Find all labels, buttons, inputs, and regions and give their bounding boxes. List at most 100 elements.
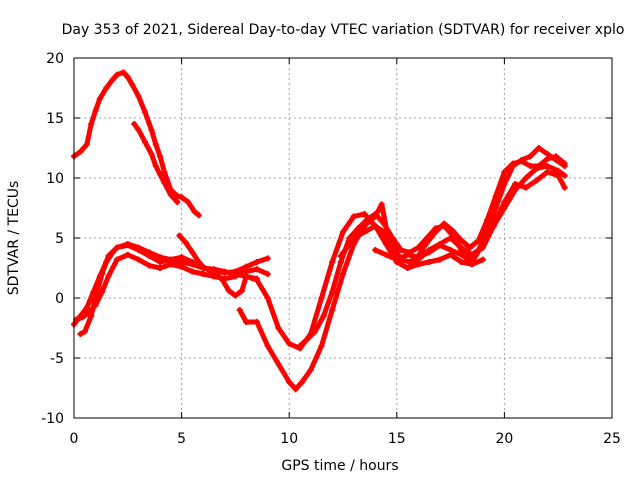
- data-point: [533, 165, 540, 172]
- data-point: [479, 241, 486, 247]
- data-point: [225, 287, 232, 294]
- x-tick-label: 10: [280, 431, 298, 447]
- data-point: [544, 169, 551, 175]
- data-point: [346, 235, 353, 241]
- data-point: [105, 273, 112, 280]
- data-point: [378, 201, 385, 208]
- data-point: [296, 343, 303, 349]
- data-point: [238, 287, 245, 294]
- y-tick-label: 15: [46, 111, 64, 127]
- data-point: [167, 256, 174, 263]
- data-point: [232, 292, 239, 299]
- data-point: [189, 249, 196, 256]
- y-tick-label: 0: [55, 291, 64, 307]
- data-point: [178, 263, 185, 270]
- data-point: [81, 328, 88, 335]
- data-point: [533, 177, 540, 184]
- data-point: [312, 328, 319, 335]
- data-point: [340, 229, 346, 235]
- data-point: [320, 313, 327, 319]
- data-point: [423, 239, 430, 246]
- data-point: [337, 253, 344, 259]
- data-point: [380, 220, 387, 227]
- data-point: [299, 379, 306, 385]
- data-point: [432, 229, 439, 235]
- data-point: [157, 265, 164, 271]
- data-point: [527, 163, 534, 169]
- data-point: [441, 220, 448, 227]
- data-point: [131, 121, 138, 127]
- data-point: [176, 232, 183, 239]
- data-point: [492, 193, 499, 199]
- data-point: [522, 175, 529, 181]
- data-point: [555, 167, 562, 174]
- data-point: [544, 155, 551, 162]
- data-point: [447, 247, 454, 253]
- data-point: [98, 289, 105, 295]
- data-point: [253, 259, 260, 265]
- data-point: [361, 211, 368, 217]
- data-point: [466, 244, 473, 251]
- data-point: [221, 268, 228, 275]
- data-point: [264, 295, 271, 301]
- data-point: [92, 107, 99, 114]
- y-tick-label: 5: [55, 231, 64, 247]
- data-point: [135, 93, 142, 100]
- data-point: [355, 225, 362, 232]
- data-point: [253, 319, 260, 325]
- data-point: [146, 262, 153, 269]
- data-point: [109, 76, 116, 83]
- data-point: [436, 256, 443, 263]
- data-point: [120, 69, 127, 76]
- data-point: [458, 237, 465, 244]
- data-point: [174, 193, 181, 199]
- data-point: [161, 179, 168, 186]
- data-point: [142, 109, 149, 115]
- data-point: [363, 217, 370, 223]
- data-point: [88, 313, 95, 319]
- data-point: [406, 259, 413, 265]
- x-tick-label: 0: [70, 431, 79, 447]
- data-point: [275, 325, 282, 331]
- data-point: [146, 253, 153, 259]
- data-point: [389, 242, 396, 249]
- data-point: [398, 247, 405, 253]
- data-point: [142, 139, 149, 145]
- data-point: [350, 213, 357, 220]
- data-point: [264, 255, 271, 262]
- data-point: [178, 254, 185, 261]
- series-arc-1: [71, 69, 202, 218]
- data-point: [243, 319, 250, 325]
- data-point: [415, 254, 422, 261]
- y-tick-label: 10: [46, 171, 64, 187]
- data-point: [484, 217, 491, 223]
- data-point: [329, 259, 336, 265]
- data-point: [303, 337, 310, 343]
- data-point: [152, 141, 159, 148]
- data-point: [510, 160, 517, 167]
- data-point: [157, 171, 164, 178]
- data-point: [286, 379, 293, 385]
- data-point: [185, 199, 192, 205]
- data-point: [363, 227, 370, 234]
- x-tick-label: 25: [603, 431, 621, 447]
- data-point: [114, 244, 121, 251]
- data-point: [79, 314, 86, 321]
- data-point: [318, 295, 325, 301]
- data-point: [292, 386, 299, 393]
- data-point: [286, 340, 293, 347]
- data-point: [426, 259, 433, 265]
- data-point: [213, 271, 220, 277]
- data-point: [77, 148, 84, 155]
- data-point: [195, 212, 202, 219]
- data-point: [404, 265, 411, 271]
- data-point: [561, 184, 568, 191]
- data-point: [124, 74, 131, 81]
- data-point: [129, 81, 136, 88]
- data-point: [372, 211, 379, 217]
- y-axis-label: SDTVAR / TECUs: [6, 181, 22, 296]
- data-point: [148, 127, 155, 133]
- y-tick-label: 20: [46, 51, 64, 67]
